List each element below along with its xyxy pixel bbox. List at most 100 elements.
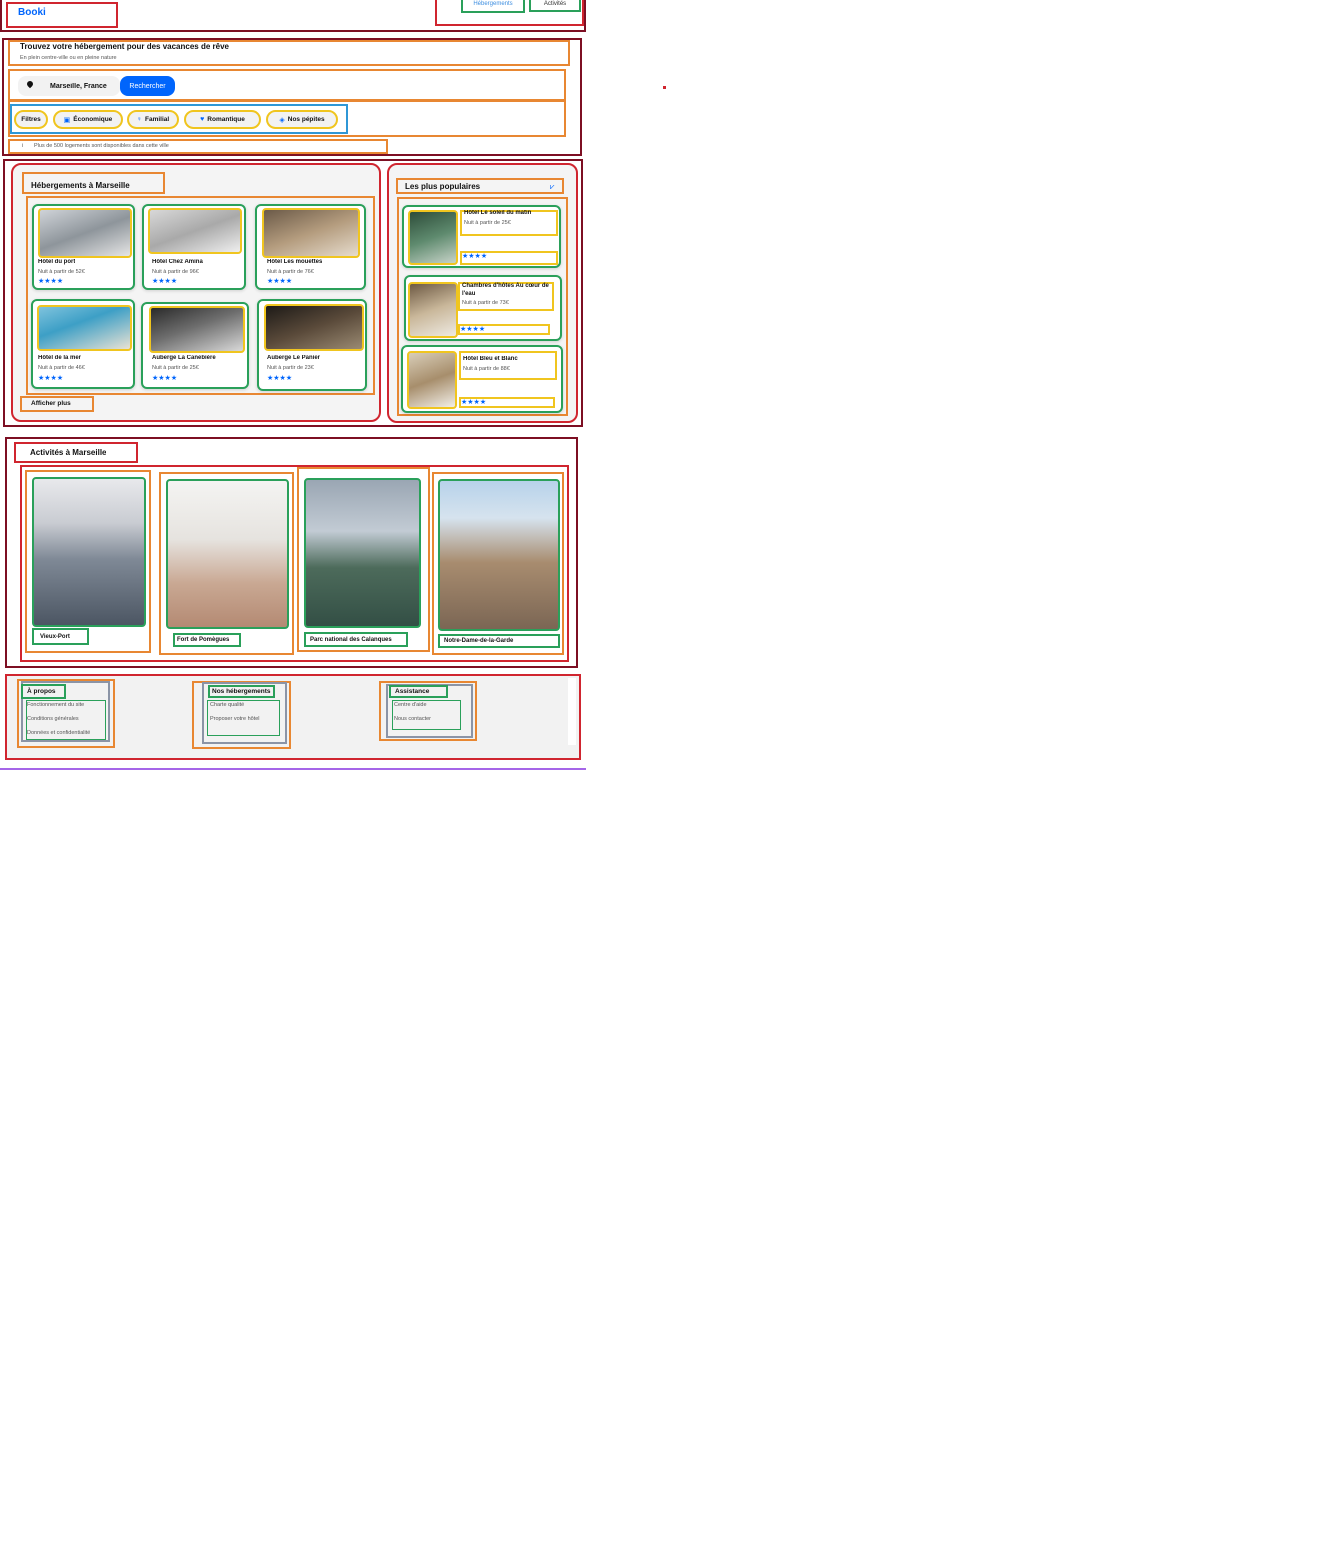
footer-column-about (17, 679, 115, 748)
footer-link[interactable]: Charte qualité (210, 702, 245, 708)
search-bar: Marseille, France Rechercher (8, 69, 566, 101)
lodging-name: Hôtel du port (38, 259, 76, 265)
lodging-title-box: Hébergements à Marseille (22, 172, 165, 194)
activity-photo (438, 479, 560, 631)
search-button[interactable]: Rechercher (120, 76, 175, 96)
lodging-price: Nuit à partir de 23€ (267, 365, 314, 371)
footer-link[interactable]: Nous contacter (394, 716, 431, 722)
popular-item[interactable]: Hôtel Bleu et Blanc Nuit à partir de 88€… (401, 345, 563, 413)
lodging-photo (262, 208, 360, 258)
nav-link-hebergements[interactable]: Hébergements (461, 0, 525, 13)
popular-name: Hôtel Le soleil du matin (464, 210, 532, 216)
popular-text-box: Hôtel Le soleil du matin Nuit à partir d… (460, 210, 558, 236)
search-section (2, 38, 582, 156)
child-icon: ♀ (136, 116, 143, 123)
lodging-card[interactable]: Hôtel Chez Amina Nuit à partir de 96€ ★★… (142, 204, 246, 290)
footer-lodging-links: Charte qualité Proposer votre hôtel (207, 700, 280, 736)
lodging-card[interactable]: Hôtel de la mer Nuit à partir de 46€ ★★★… (31, 299, 135, 389)
nav-bar (435, 0, 584, 26)
popular-photo (408, 210, 458, 265)
filters-bar (8, 100, 566, 137)
footer-about-links: Fonctionnement du site Conditions généra… (26, 700, 106, 740)
activity-card[interactable]: Notre-Dame-de-la-Garde (432, 472, 564, 655)
footer-assistance-links: Centre d'aide Nous contacter (392, 700, 461, 730)
popular-name: Hôtel Bleu et Blanc (463, 356, 518, 362)
lodging-name: Auberge Le Panier (267, 355, 321, 361)
nav-link-activites[interactable]: Activités (529, 0, 581, 12)
footer-about-title: À propos (21, 684, 66, 699)
popular-photo (408, 282, 458, 338)
popular-item[interactable]: Chambres d'hôtes Au cœur de l'eau Nuit à… (404, 275, 562, 341)
lodging-card[interactable]: Auberge La Canebière Nuit à partir de 25… (141, 302, 249, 389)
lodging-stars: ★★★★ (38, 375, 64, 382)
popular-text-box: Chambres d'hôtes Au cœur de l'eau Nuit à… (458, 282, 554, 311)
footer-link[interactable]: Proposer votre hôtel (210, 716, 260, 722)
lodging-card[interactable]: Auberge Le Panier Nuit à partir de 23€ ★… (257, 299, 367, 391)
lodging-photo (149, 306, 245, 353)
activity-name: Vieux-Port (32, 628, 89, 645)
activities-section (5, 437, 578, 668)
location-input[interactable]: Marseille, France (50, 83, 107, 90)
page-title: Trouvez votre hébergement pour des vacan… (20, 42, 229, 51)
lodging-photo (264, 304, 364, 351)
footer-link[interactable]: Fonctionnement du site (27, 702, 85, 708)
logo[interactable]: Booki (18, 7, 46, 18)
activity-card[interactable]: Fort de Pomègues (159, 472, 294, 655)
filter-economique-label: Économique (73, 116, 113, 123)
lodging-price: Nuit à partir de 52€ (38, 269, 85, 275)
activities-title: Activités à Marseille (30, 448, 107, 457)
popular-price: Nuit à partir de 88€ (463, 366, 510, 372)
activity-photo (32, 477, 146, 627)
footer-assistance-title: Assistance (389, 685, 448, 698)
footer-link[interactable]: Données et confidentialité (27, 730, 91, 736)
popular-price: Nuit à partir de 25€ (464, 220, 511, 226)
lodging-title: Hébergements à Marseille (31, 181, 130, 190)
activity-name: Notre-Dame-de-la-Garde (438, 634, 560, 648)
lodging-photo (148, 208, 242, 254)
footer-column-about-inner (21, 681, 110, 742)
popular-item[interactable]: Hôtel Le soleil du matin Nuit à partir d… (402, 205, 561, 268)
lodging-name: Hôtel Les mouettes (267, 259, 323, 265)
lodging-grid (26, 196, 375, 395)
activity-name: Fort de Pomègues (173, 633, 241, 647)
show-more-button[interactable]: Afficher plus (20, 396, 94, 412)
activity-card[interactable]: Parc national des Calanques (297, 467, 430, 652)
stray-dot (663, 86, 666, 89)
lodging-photo (37, 305, 132, 351)
lodging-card[interactable]: Hôtel Les mouettes Nuit à partir de 76€ … (255, 204, 366, 290)
lodging-price: Nuit à partir de 96€ (152, 269, 199, 275)
filter-economique[interactable]: ▣ Économique (53, 110, 123, 129)
filter-nos-pepites[interactable]: ◈ Nos pépites (266, 110, 338, 129)
gem-icon: ◈ (279, 116, 285, 124)
activities-title-box: Activités à Marseille (14, 442, 138, 463)
activity-photo (166, 479, 289, 629)
filter-familial[interactable]: ♀ Familial (127, 110, 179, 129)
money-icon: ▣ (63, 116, 71, 124)
lodging-name: Hôtel de la mer (38, 355, 82, 361)
lodging-stars: ★★★★ (267, 278, 293, 285)
filter-familial-label: Familial (145, 116, 170, 123)
location-input-wrap[interactable] (18, 76, 120, 96)
popular-text-box: Hôtel Bleu et Blanc Nuit à partir de 88€ (459, 351, 557, 380)
lodging-price: Nuit à partir de 46€ (38, 365, 85, 371)
lodging-photo (38, 208, 132, 258)
activity-card[interactable]: Vieux-Port (25, 470, 151, 653)
filter-romantique[interactable]: ♥ Romantique (184, 110, 261, 129)
page-bottom-line (0, 768, 586, 770)
lodging-price: Nuit à partir de 25€ (152, 365, 199, 371)
page-subtitle: En plein centre-ville ou en pleine natur… (20, 55, 117, 61)
activity-photo (304, 478, 421, 628)
popular-list (397, 197, 568, 416)
header (0, 0, 586, 32)
footer-link[interactable]: Centre d'aide (394, 702, 427, 708)
lodging-card[interactable]: Hôtel du port Nuit à partir de 52€ ★★★★ (32, 204, 135, 290)
trend-chart-icon: ⩗ (550, 182, 555, 191)
footer-link[interactable]: Conditions générales (27, 716, 79, 722)
logo-box[interactable]: Booki (6, 2, 118, 28)
lodging-name: Hôtel Chez Amina (152, 259, 203, 265)
hero-heading: Trouvez votre hébergement pour des vacan… (8, 40, 570, 66)
activity-name: Parc national des Calanques (304, 632, 408, 647)
popular-stars: ★★★★ (459, 397, 555, 408)
activities-grid (20, 465, 569, 662)
filters-group (10, 104, 348, 134)
